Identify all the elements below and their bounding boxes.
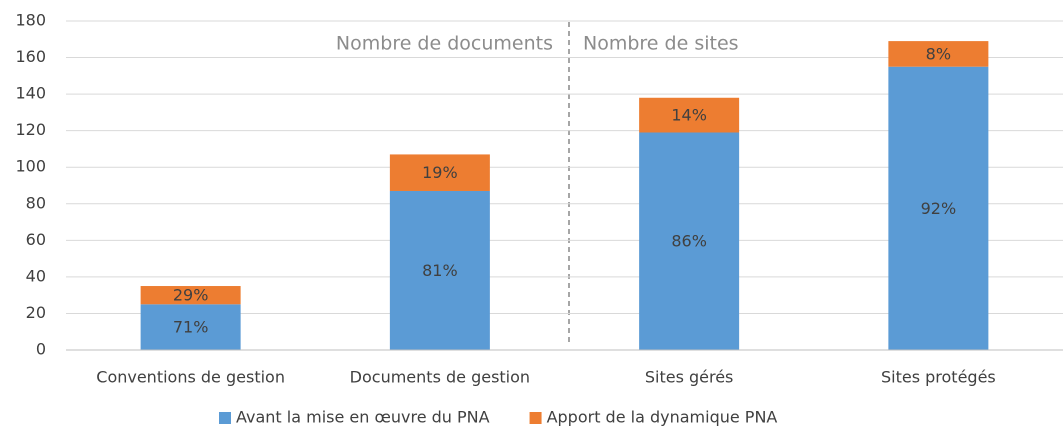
bar-segment bbox=[389, 190, 490, 350]
bar-segment bbox=[140, 286, 241, 305]
data-label: 92% bbox=[921, 199, 957, 218]
legend-swatch bbox=[219, 412, 231, 424]
data-label: 14% bbox=[671, 106, 707, 125]
bar-segment bbox=[389, 154, 490, 191]
legend-label: Avant la mise en œuvre du PNA bbox=[236, 408, 490, 427]
bar-segment bbox=[888, 41, 989, 67]
y-tick-label: 140 bbox=[15, 84, 46, 103]
x-tick-label: Sites protégés bbox=[881, 368, 996, 387]
y-tick-label: 20 bbox=[26, 303, 46, 322]
bar-segment bbox=[140, 304, 241, 350]
y-tick-label: 80 bbox=[26, 193, 46, 212]
data-label: 29% bbox=[173, 286, 209, 305]
data-label: 81% bbox=[422, 261, 458, 280]
bar-segment bbox=[639, 97, 740, 133]
y-tick-label: 180 bbox=[15, 11, 46, 30]
legend-label: Apport de la dynamique PNA bbox=[547, 408, 778, 427]
data-label: 8% bbox=[926, 44, 951, 63]
y-tick-label: 120 bbox=[15, 120, 46, 139]
y-tick-label: 40 bbox=[26, 266, 46, 285]
x-tick-label: Documents de gestion bbox=[350, 368, 530, 387]
annotation: Nombre de documents bbox=[336, 33, 553, 55]
y-tick-label: 160 bbox=[15, 47, 46, 66]
data-label: 86% bbox=[671, 232, 707, 251]
x-tick-label: Conventions de gestion bbox=[96, 368, 285, 387]
y-tick-label: 100 bbox=[15, 157, 46, 176]
y-tick-label: 60 bbox=[26, 230, 46, 249]
bar-segment bbox=[639, 132, 740, 350]
bar-segment bbox=[888, 66, 989, 350]
y-tick-label: 0 bbox=[36, 340, 46, 359]
annotation: Nombre de sites bbox=[583, 33, 739, 55]
x-tick-label: Sites gérés bbox=[645, 368, 734, 387]
legend-swatch bbox=[529, 412, 542, 424]
data-label: 19% bbox=[422, 163, 458, 182]
data-label: 71% bbox=[173, 318, 209, 337]
